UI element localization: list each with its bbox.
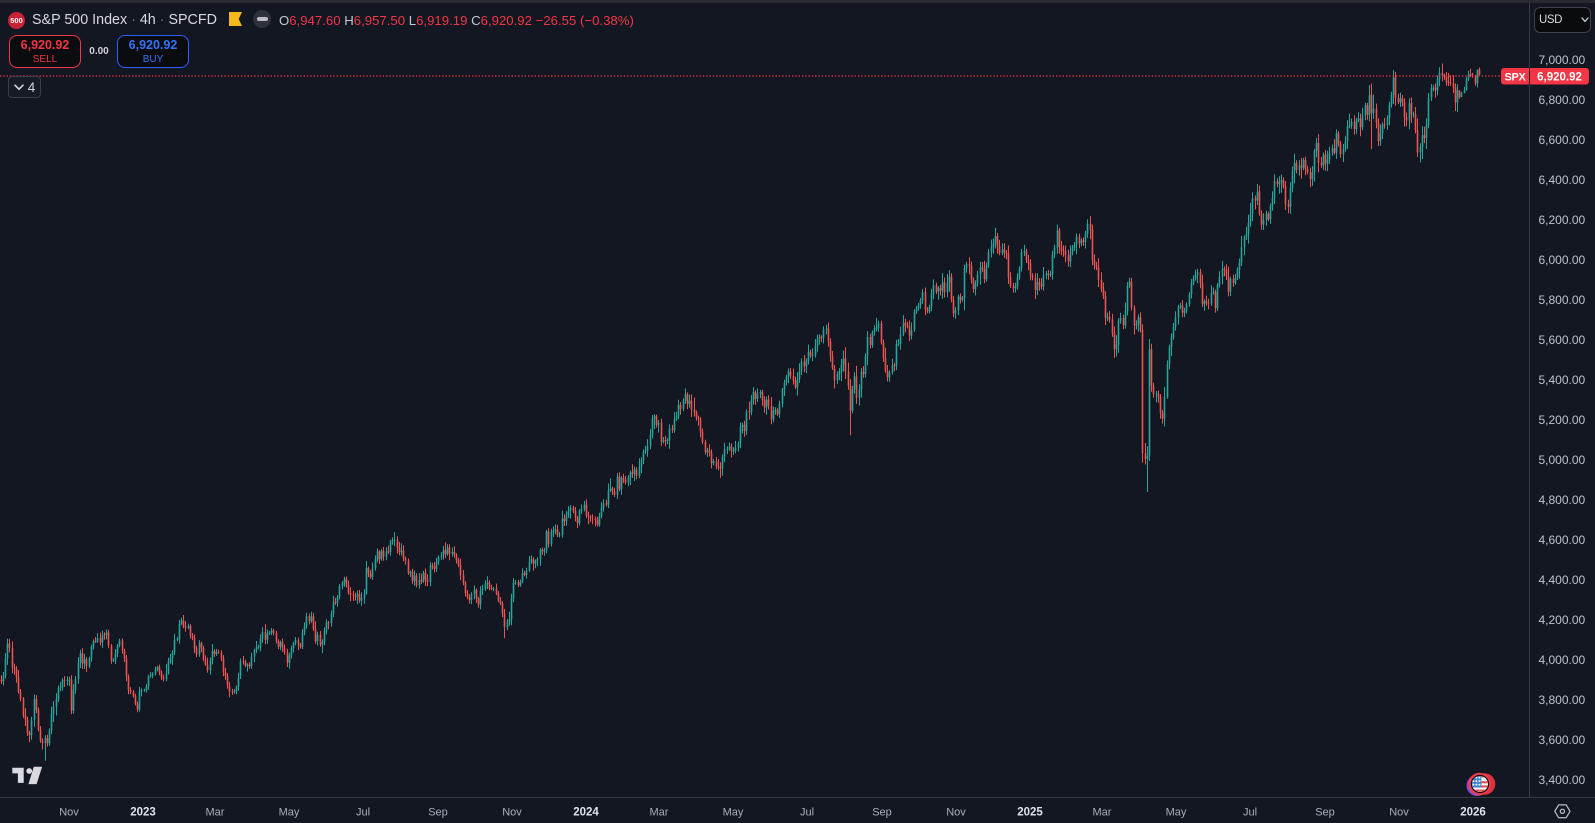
svg-text:6,200.00: 6,200.00 — [1539, 213, 1586, 227]
svg-text:Jul: Jul — [1243, 806, 1257, 818]
svg-text:5,000.00: 5,000.00 — [1539, 453, 1586, 467]
svg-text:5,800.00: 5,800.00 — [1539, 293, 1586, 307]
svg-text:Jul: Jul — [356, 806, 370, 818]
svg-text:5,400.00: 5,400.00 — [1539, 373, 1586, 387]
svg-text:5,200.00: 5,200.00 — [1539, 413, 1586, 427]
svg-text:4,600.00: 4,600.00 — [1539, 533, 1586, 547]
svg-text:Mar: Mar — [1093, 806, 1112, 818]
svg-text:3,800.00: 3,800.00 — [1539, 693, 1586, 707]
svg-text:4,000.00: 4,000.00 — [1539, 653, 1586, 667]
svg-text:6,800.00: 6,800.00 — [1539, 93, 1586, 107]
svg-text:3,600.00: 3,600.00 — [1539, 733, 1586, 747]
svg-text:6,600.00: 6,600.00 — [1539, 133, 1586, 147]
svg-text:Mar: Mar — [650, 806, 669, 818]
svg-text:Sep: Sep — [872, 806, 892, 818]
svg-text:6,000.00: 6,000.00 — [1539, 253, 1586, 267]
svg-text:4,400.00: 4,400.00 — [1539, 573, 1586, 587]
svg-text:2026: 2026 — [1460, 807, 1486, 819]
svg-text:Sep: Sep — [428, 806, 448, 818]
svg-text:7,000.00: 7,000.00 — [1539, 53, 1586, 67]
svg-text:6,400.00: 6,400.00 — [1539, 173, 1586, 187]
svg-text:4,200.00: 4,200.00 — [1539, 613, 1586, 627]
svg-text:2024: 2024 — [573, 807, 599, 819]
svg-text:4,800.00: 4,800.00 — [1539, 493, 1586, 507]
svg-text:Nov: Nov — [946, 806, 966, 818]
svg-text:Mar: Mar — [206, 806, 225, 818]
svg-text:5,600.00: 5,600.00 — [1539, 333, 1586, 347]
svg-text:Sep: Sep — [1315, 806, 1335, 818]
svg-text:2025: 2025 — [1017, 807, 1043, 819]
svg-text:Jul: Jul — [800, 806, 814, 818]
svg-text:6,920.92: 6,920.92 — [1537, 72, 1582, 84]
svg-text:May: May — [723, 806, 744, 818]
svg-text:Nov: Nov — [59, 806, 79, 818]
svg-text:3,400.00: 3,400.00 — [1539, 773, 1586, 787]
svg-text:Nov: Nov — [1389, 806, 1409, 818]
svg-text:Nov: Nov — [502, 806, 522, 818]
svg-text:2023: 2023 — [130, 807, 156, 819]
svg-text:SPX: SPX — [1504, 71, 1526, 83]
svg-text:May: May — [1166, 806, 1187, 818]
svg-text:May: May — [279, 806, 300, 818]
